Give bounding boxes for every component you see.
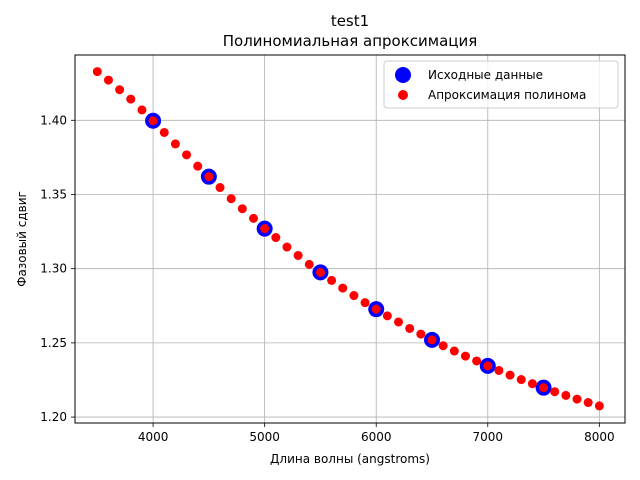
- legend-frame: [383, 60, 619, 109]
- approximation-point: [215, 183, 225, 193]
- x-tick-label: 4000: [138, 430, 169, 444]
- approximation-point: [550, 387, 560, 397]
- original-data-points: [145, 112, 552, 396]
- approximation-point: [115, 85, 125, 95]
- approximation-point: [572, 394, 582, 404]
- y-tick-label: 1.25: [40, 336, 67, 350]
- x-tick-label: 6000: [361, 430, 392, 444]
- approximation-point: [248, 213, 258, 223]
- approximation-point: [583, 398, 593, 408]
- y-tick-label: 1.35: [40, 187, 67, 201]
- approximation-point: [561, 390, 571, 400]
- approximation-point: [327, 275, 337, 285]
- approximation-point: [237, 204, 247, 214]
- approximation-point: [371, 304, 381, 314]
- approximation-points: [92, 67, 604, 411]
- grid: [75, 55, 625, 423]
- approximation-point: [438, 341, 448, 351]
- approximation-point: [416, 329, 426, 339]
- approximation-point: [539, 383, 549, 393]
- approximation-point: [382, 311, 392, 321]
- approximation-point: [472, 356, 482, 366]
- approximation-point: [427, 335, 437, 345]
- x-axis-label: Длина волны (angstroms): [270, 452, 430, 466]
- approximation-point: [460, 351, 470, 361]
- approximation-point: [338, 283, 348, 293]
- x-tick-label: 8000: [584, 430, 615, 444]
- approximation-point: [103, 75, 113, 85]
- approximation-point: [182, 150, 192, 160]
- x-axis: 4000 5000 6000 7000 8000: [138, 423, 615, 444]
- x-tick-label: 5000: [249, 430, 280, 444]
- y-axis-label: Фазовый сдвиг: [15, 191, 29, 287]
- approximation-point: [594, 401, 604, 411]
- approximation-point: [494, 365, 504, 375]
- approximation-point: [271, 233, 281, 243]
- approximation-point: [282, 242, 292, 252]
- approximation-point: [349, 291, 359, 301]
- approximation-point: [204, 172, 214, 182]
- legend: Исходные данные Апроксимация полинома: [383, 60, 619, 109]
- legend-marker-original: [395, 67, 411, 83]
- y-tick-label: 1.30: [40, 262, 67, 276]
- approximation-point: [170, 139, 180, 149]
- approximation-point: [304, 259, 314, 269]
- approximation-point: [226, 194, 236, 204]
- legend-marker-approximation: [398, 90, 408, 100]
- approximation-point: [137, 105, 147, 115]
- legend-label-original: Исходные данные: [428, 68, 543, 82]
- approximation-point: [527, 379, 537, 389]
- approximation-point: [483, 361, 493, 371]
- approximation-point: [260, 224, 270, 234]
- approximation-point: [92, 67, 102, 77]
- approximation-point: [360, 298, 370, 308]
- approximation-point: [394, 317, 404, 327]
- y-tick-label: 1.40: [40, 113, 67, 127]
- y-axis: 1.20 1.25 1.30 1.35 1.40: [40, 113, 75, 424]
- plot-frame: [74, 54, 626, 424]
- approximation-point: [148, 116, 158, 126]
- approximation-point: [516, 375, 526, 385]
- approximation-point: [505, 370, 515, 380]
- approximation-point: [193, 161, 203, 171]
- chart-title: test1: [331, 12, 369, 30]
- approximation-point: [126, 94, 136, 104]
- y-tick-label: 1.20: [40, 410, 67, 424]
- x-tick-label: 7000: [473, 430, 504, 444]
- approximation-point: [315, 267, 325, 277]
- chart-subtitle: Полиномиальная апроксимация: [223, 32, 478, 50]
- approximation-point: [159, 127, 169, 137]
- legend-label-approximation: Апроксимация полинома: [428, 88, 586, 102]
- approximation-point: [293, 250, 303, 260]
- approximation-point: [449, 346, 459, 356]
- approximation-point: [405, 323, 415, 333]
